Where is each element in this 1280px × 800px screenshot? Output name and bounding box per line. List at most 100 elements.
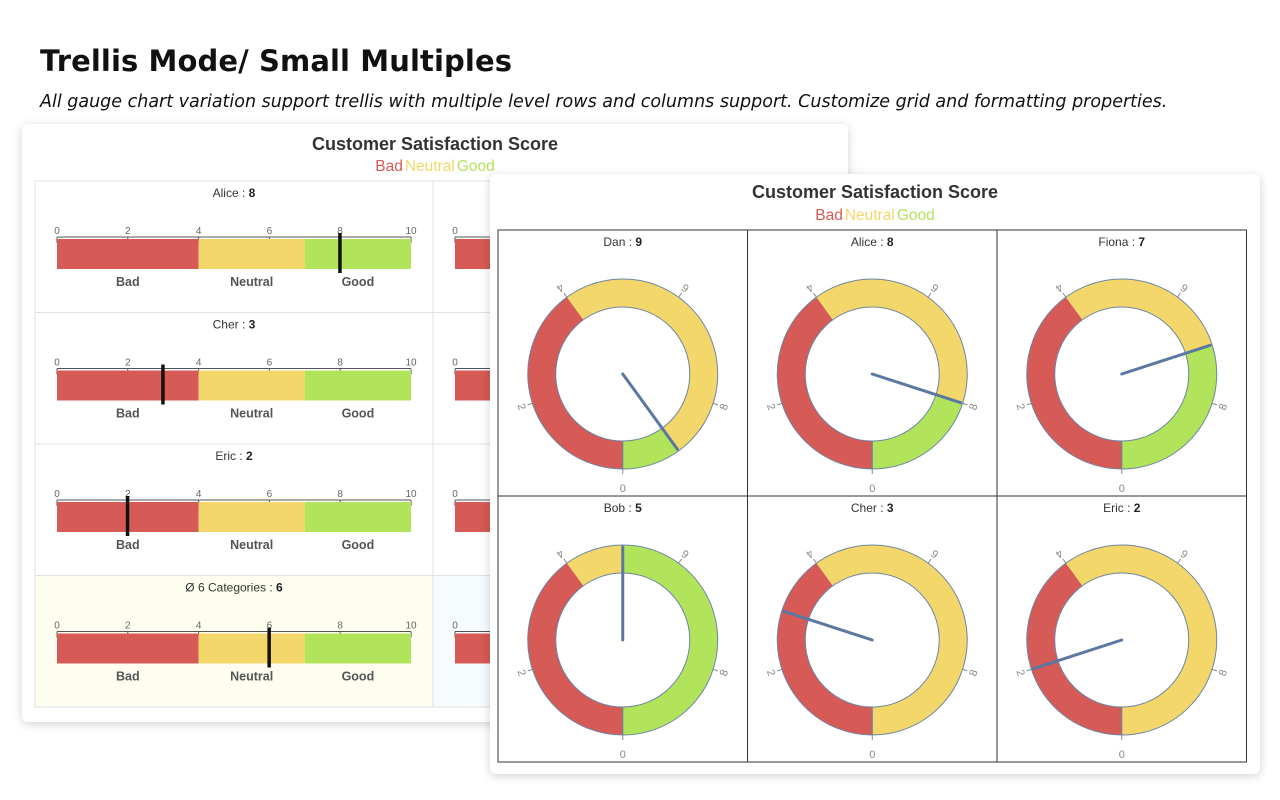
tick-label: 8 xyxy=(337,489,343,500)
band-label: Neutral xyxy=(230,670,273,684)
tick-label: 2 xyxy=(125,621,131,632)
radial-gauge: Dan : 9 0 2 4 6 8 xyxy=(514,235,731,495)
linear-gauge: 0 2 4 6 8 10 Bad Neutral Good xyxy=(54,358,417,421)
gauge-tick-label: 4 xyxy=(1053,547,1065,560)
band-good xyxy=(304,370,411,401)
value-marker xyxy=(125,496,130,536)
gauge-tick-label: 6 xyxy=(680,547,692,560)
gauge-tick-label: 4 xyxy=(554,547,566,560)
band-neutral xyxy=(198,633,305,664)
legend-neutral: Neutral xyxy=(844,207,895,224)
row-label: Eric : 2 xyxy=(215,449,253,463)
gauge-tick-mark xyxy=(927,292,932,298)
legend-neutral: Neutral xyxy=(404,158,455,175)
gauge-tick-label: 6 xyxy=(929,547,941,560)
row-label-name: Ø 6 Categories : xyxy=(185,581,276,595)
band-label: Neutral xyxy=(230,538,273,552)
band-bad xyxy=(57,633,199,664)
gauge-tick-mark xyxy=(1177,558,1181,564)
row-label-value: 2 xyxy=(246,449,253,463)
gauge-segment xyxy=(527,297,623,469)
row-label-value: 3 xyxy=(249,318,256,332)
gauge-tick-label: 4 xyxy=(803,281,815,294)
band-bad xyxy=(57,239,199,269)
gauge-tick-label: 2 xyxy=(764,668,777,678)
gauge-segment xyxy=(1026,297,1122,469)
gauge-tick-mark xyxy=(527,668,533,672)
gauge-tick-mark xyxy=(527,402,533,406)
band-label: Good xyxy=(342,670,375,684)
legend-bad: Bad xyxy=(815,207,843,224)
legend-good: Good xyxy=(456,158,495,175)
gauge-tick-label: 0 xyxy=(1119,483,1125,495)
gauge-tick-label: 0 xyxy=(869,483,875,495)
band-bad xyxy=(455,370,492,401)
cell-label-value: 8 xyxy=(887,235,894,249)
gauge-segment xyxy=(777,563,873,735)
legend-bad: Bad xyxy=(375,158,403,175)
gauge-segment xyxy=(622,545,718,735)
tick-label: 6 xyxy=(267,358,273,369)
gauge-tick-mark xyxy=(813,292,817,298)
cell-label: Alice : 8 xyxy=(851,235,894,249)
gauge-tick-label: 6 xyxy=(1179,547,1191,560)
gauge-tick-mark xyxy=(678,292,682,298)
gauge-tick-label: 0 xyxy=(869,749,875,761)
tick-label: 0 xyxy=(452,358,458,369)
band-label: Bad xyxy=(116,407,140,421)
row-label-name: Cher : xyxy=(213,318,249,332)
radial-gauge: Fiona : 7 0 2 4 6 8 xyxy=(1013,235,1230,495)
radial-gauge: Bob : 5 0 2 4 6 8 xyxy=(514,501,731,761)
tick-label: 4 xyxy=(196,621,202,632)
tick-label: 4 xyxy=(196,489,202,500)
cell-label: Bob : 5 xyxy=(604,501,642,515)
gauge-needle xyxy=(621,372,679,451)
gauge-tick-mark xyxy=(813,558,817,564)
band-label: Good xyxy=(342,538,375,552)
tick-label: 6 xyxy=(267,621,273,632)
band-label: Good xyxy=(342,275,375,289)
band-label: Bad xyxy=(116,670,140,684)
band-bad xyxy=(455,502,492,532)
tick-label: 2 xyxy=(125,358,131,369)
tick-label: 8 xyxy=(337,358,343,369)
gauge-needle xyxy=(1031,638,1124,671)
tick-label: 10 xyxy=(405,226,417,237)
gauge-segment xyxy=(527,563,623,735)
tick-label: 2 xyxy=(125,489,131,500)
band-good xyxy=(304,239,411,269)
radial-gauge: Cher : 3 0 2 4 6 8 xyxy=(764,501,981,761)
gauge-segment xyxy=(1065,279,1213,354)
gauge-segment xyxy=(777,297,873,469)
tick-label: 0 xyxy=(452,621,458,632)
gauge-tick-label: 2 xyxy=(764,402,777,412)
tick-label: 2 xyxy=(125,226,131,237)
gauge-tick-label: 4 xyxy=(803,547,815,560)
gauge-tick-label: 6 xyxy=(929,281,941,294)
gauge-tick-mark xyxy=(962,402,968,406)
cell-label-value: 2 xyxy=(1134,501,1141,515)
tick-label: 0 xyxy=(452,489,458,500)
tick-label: 4 xyxy=(196,358,202,369)
gauge-segment xyxy=(816,279,968,404)
gauge-tick-label: 8 xyxy=(1217,402,1230,412)
radial-gauge: Eric : 2 0 2 4 6 8 xyxy=(1013,501,1230,761)
cell-label-name: Eric : xyxy=(1103,501,1134,515)
band-bad xyxy=(455,633,492,664)
row-label-name: Alice : xyxy=(213,186,249,200)
cell-label-name: Fiona : xyxy=(1098,235,1138,249)
gauge-tick-mark xyxy=(1211,668,1218,672)
gauge-tick-mark xyxy=(712,402,719,406)
value-marker xyxy=(161,364,165,405)
gauge-segment xyxy=(872,394,963,469)
radial-gauge-card: Customer Satisfaction Score Bad Neutral Go… xyxy=(490,174,1260,774)
gauge-segment xyxy=(1026,563,1122,735)
row-label-value: 8 xyxy=(249,186,256,200)
linear-chart-title: Customer Satisfaction Score xyxy=(311,134,559,154)
gauge-tick-mark xyxy=(927,558,932,564)
row-label-value: 6 xyxy=(276,581,283,595)
